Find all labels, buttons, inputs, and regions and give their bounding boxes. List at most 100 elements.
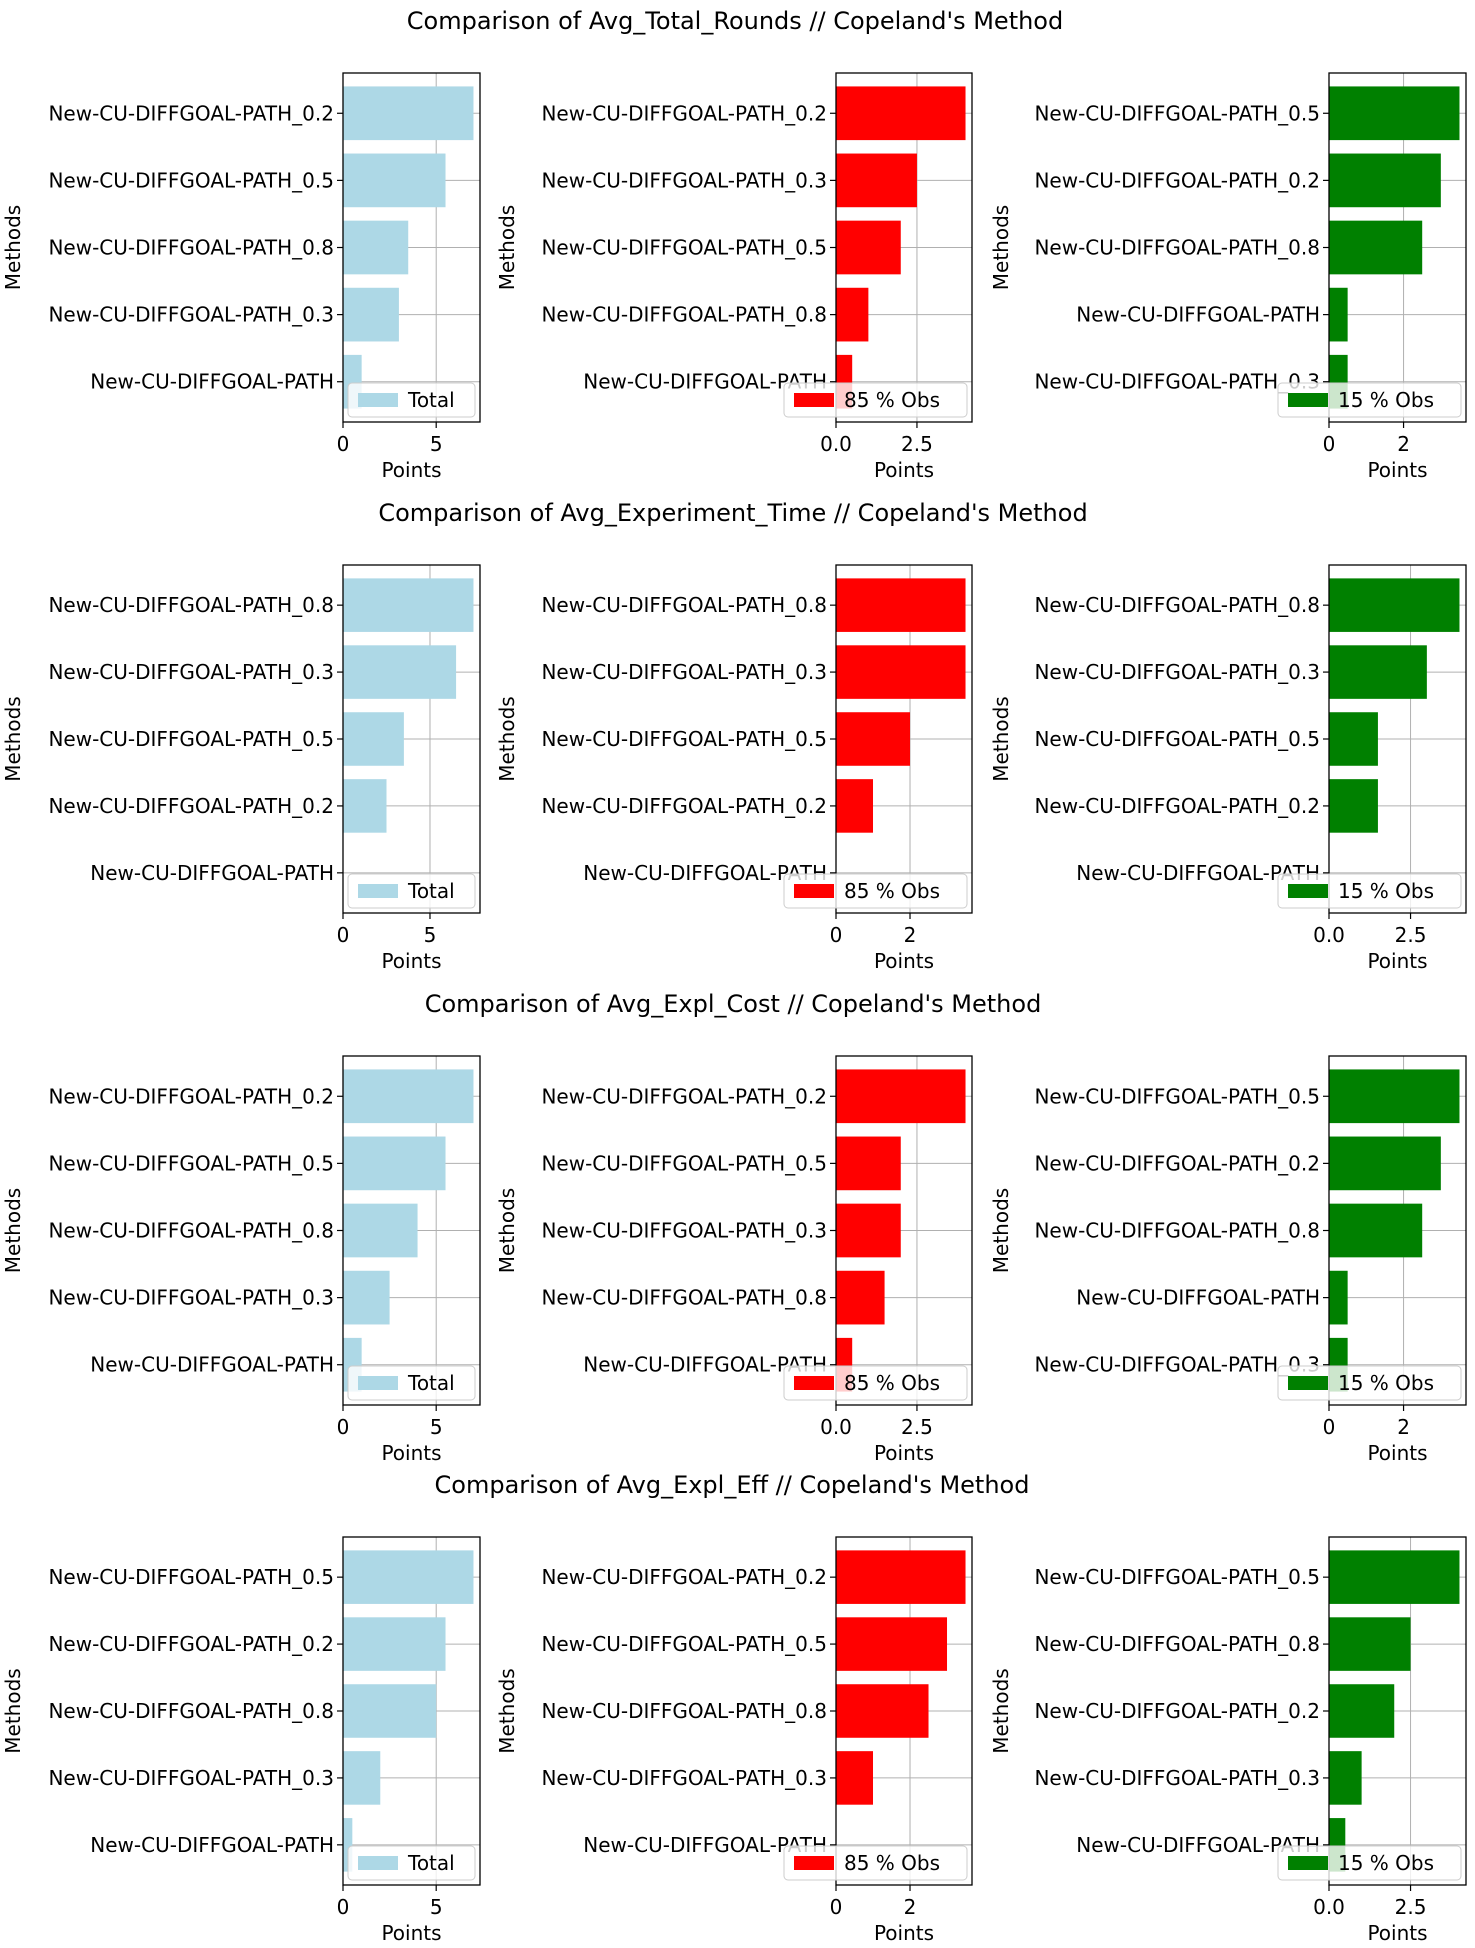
figure-title-experiment-time: Comparison of Avg_Experiment_Time // Cop… [378, 499, 1087, 527]
bar [836, 1751, 874, 1805]
legend-swatch [358, 393, 398, 407]
legend-swatch [794, 1376, 834, 1390]
y-tick-label: New-CU-DIFFGOAL-PATH_0.5 [541, 727, 827, 751]
y-tick-label: New-CU-DIFFGOAL-PATH_0.3 [48, 660, 334, 684]
legend-label: 85 % Obs [844, 1371, 940, 1395]
x-tick-label: 0.0 [1313, 1895, 1345, 1919]
bar [836, 645, 966, 699]
y-tick-label: New-CU-DIFFGOAL-PATH_0.2 [48, 794, 334, 818]
y-tick-label: New-CU-DIFFGOAL-PATH [90, 370, 334, 394]
y-tick-label: New-CU-DIFFGOAL-PATH_0.5 [48, 1565, 334, 1589]
legend: 85 % Obs [783, 1365, 968, 1401]
y-tick-label: New-CU-DIFFGOAL-PATH_0.3 [48, 1286, 334, 1310]
y-axis-label: Methods [1, 1668, 25, 1753]
legend-box [1277, 382, 1462, 418]
legend-swatch [358, 884, 398, 898]
legend-swatch [794, 1856, 834, 1870]
legend-swatch [358, 1376, 398, 1390]
bar [343, 1203, 418, 1258]
legend-label: Total [407, 879, 455, 903]
y-tick-label: New-CU-DIFFGOAL-PATH_0.5 [48, 1151, 334, 1175]
legend-label: 15 % Obs [1338, 879, 1434, 903]
bar [836, 1684, 929, 1738]
x-tick-label: 5 [424, 923, 437, 947]
legend-box [347, 1365, 476, 1401]
bar [343, 220, 409, 275]
legend-box [347, 382, 476, 418]
bar [343, 578, 474, 632]
y-tick-label: New-CU-DIFFGOAL-PATH_0.3 [1034, 1766, 1320, 1790]
bar [836, 220, 901, 275]
y-tick-label: New-CU-DIFFGOAL-PATH_0.8 [541, 303, 827, 327]
y-tick-label: New-CU-DIFFGOAL-PATH_0.5 [1034, 1565, 1320, 1589]
legend-label: Total [407, 1371, 455, 1395]
legend: 15 % Obs [1277, 873, 1462, 909]
x-axis-label: Points [1367, 1441, 1427, 1465]
y-tick-label: New-CU-DIFFGOAL-PATH_0.8 [1034, 236, 1320, 260]
legend-box [783, 1365, 968, 1401]
bar-chart-panel: New-CU-DIFFGOAL-PATH_0.5 New-CU-DIFFGOAL-… [1, 1536, 481, 1945]
legend-swatch [358, 1856, 398, 1870]
bar [343, 1617, 446, 1671]
y-tick-label: New-CU-DIFFGOAL-PATH_0.5 [1034, 101, 1320, 125]
legend: 15 % Obs [1277, 1365, 1462, 1401]
bar [343, 1818, 353, 1872]
bar [343, 645, 457, 699]
legend-box [1277, 1365, 1462, 1401]
x-tick-label: 0 [337, 1895, 350, 1919]
bar [836, 1550, 966, 1604]
legend-box [347, 1845, 476, 1881]
bar [1329, 86, 1460, 141]
legend-box [783, 873, 968, 909]
y-tick-label: New-CU-DIFFGOAL-PATH_0.2 [48, 101, 334, 125]
legend: 85 % Obs [783, 873, 968, 909]
y-tick-label: New-CU-DIFFGOAL-PATH [1076, 303, 1320, 327]
y-tick-label: New-CU-DIFFGOAL-PATH_0.3 [541, 1766, 827, 1790]
bar [343, 1270, 390, 1325]
legend-swatch [1288, 393, 1328, 407]
legend-box [347, 873, 476, 909]
bar-chart-panel: New-CU-DIFFGOAL-PATH_0.5 New-CU-DIFFGOAL-… [989, 1055, 1467, 1465]
bar-chart-panel: New-CU-DIFFGOAL-PATH_0.8 New-CU-DIFFGOAL-… [989, 564, 1467, 973]
legend-label: 15 % Obs [1338, 388, 1434, 412]
legend-box [1277, 873, 1462, 909]
y-axis-label: Methods [1, 696, 25, 781]
x-axis-label: Points [381, 949, 441, 973]
bar [836, 1270, 885, 1325]
legend: Total [347, 1365, 476, 1401]
legend-label: 85 % Obs [844, 388, 940, 412]
legend: 85 % Obs [783, 1845, 968, 1881]
y-tick-label: New-CU-DIFFGOAL-PATH_0.5 [541, 1151, 827, 1175]
y-tick-label: New-CU-DIFFGOAL-PATH_0.3 [541, 660, 827, 684]
y-tick-label: New-CU-DIFFGOAL-PATH_0.5 [48, 727, 334, 751]
y-tick-label: New-CU-DIFFGOAL-PATH_0.5 [541, 236, 827, 260]
bar [836, 1136, 901, 1191]
bar [1329, 1136, 1441, 1191]
bar [343, 1136, 446, 1191]
bar-chart-panel: New-CU-DIFFGOAL-PATH_0.2 New-CU-DIFFGOAL-… [1, 72, 481, 482]
bar-chart-panel: New-CU-DIFFGOAL-PATH_0.2 New-CU-DIFFGOAL-… [495, 1536, 973, 1945]
legend-swatch [1288, 884, 1328, 898]
x-tick-label: 2.5 [901, 432, 933, 456]
legend-box [783, 382, 968, 418]
y-tick-label: New-CU-DIFFGOAL-PATH_0.2 [1034, 168, 1320, 192]
x-tick-label: 2 [904, 923, 917, 947]
x-axis-label: Points [1367, 949, 1427, 973]
legend-label: 85 % Obs [844, 879, 940, 903]
bar [1329, 1684, 1395, 1738]
legend: 85 % Obs [783, 382, 968, 418]
bar [836, 578, 966, 632]
bar-chart-panel: New-CU-DIFFGOAL-PATH_0.2 New-CU-DIFFGOAL-… [1, 1055, 481, 1465]
legend-label: Total [407, 388, 455, 412]
bar [1329, 1270, 1348, 1325]
x-axis-label: Points [381, 458, 441, 482]
y-tick-label: New-CU-DIFFGOAL-PATH_0.3 [1034, 660, 1320, 684]
legend-swatch [1288, 1856, 1328, 1870]
y-tick-label: New-CU-DIFFGOAL-PATH_0.5 [48, 168, 334, 192]
y-tick-label: New-CU-DIFFGOAL-PATH_0.2 [48, 1632, 334, 1656]
legend: 15 % Obs [1277, 1845, 1462, 1881]
y-tick-label: New-CU-DIFFGOAL-PATH_0.8 [48, 593, 334, 617]
x-axis-label: Points [874, 1921, 934, 1945]
y-tick-label: New-CU-DIFFGOAL-PATH_0.3 [48, 1766, 334, 1790]
